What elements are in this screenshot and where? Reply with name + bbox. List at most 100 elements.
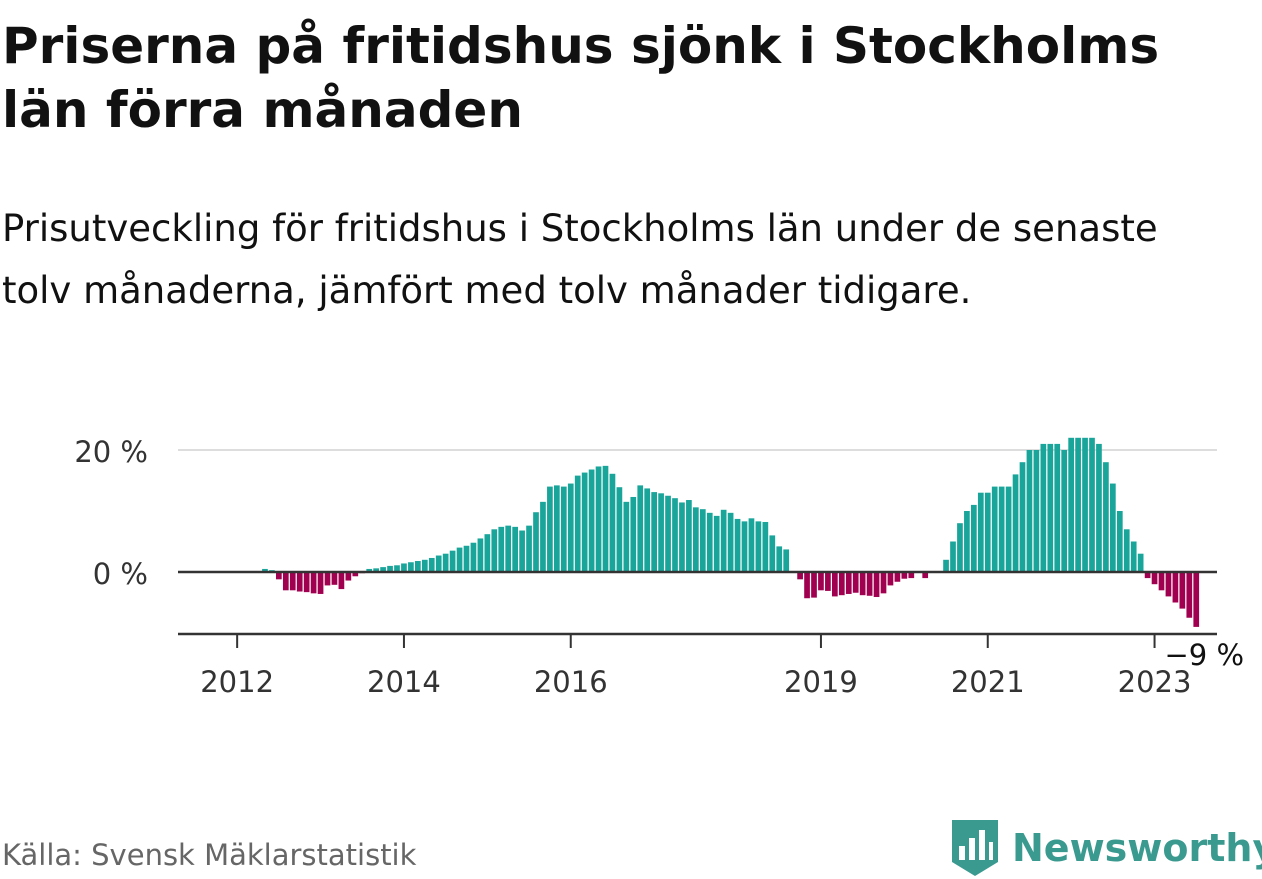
bar (762, 521, 769, 572)
bar (1033, 450, 1040, 572)
x-tick-label: 2014 (367, 665, 441, 699)
bar (977, 492, 984, 572)
bar (1075, 437, 1081, 572)
bar (470, 542, 477, 572)
bar (991, 486, 998, 572)
bar (428, 557, 435, 572)
bar (741, 521, 748, 572)
bar (435, 555, 442, 572)
bar (1137, 553, 1144, 572)
newsworthy-logo-icon (952, 820, 998, 876)
x-tick-label: 2019 (784, 665, 858, 699)
bar (491, 529, 498, 572)
bar (818, 572, 824, 591)
bar (477, 538, 484, 572)
bar (401, 563, 407, 572)
bar (595, 466, 602, 572)
bar (734, 518, 741, 572)
bar (922, 572, 929, 579)
bar (352, 572, 359, 577)
last-value-label-halo: −9 % (1164, 638, 1244, 672)
bar (783, 549, 790, 572)
bar (637, 485, 644, 572)
bar (456, 547, 463, 572)
bar (484, 534, 491, 572)
bar (665, 495, 671, 572)
bar (964, 511, 970, 572)
bar (373, 568, 379, 572)
bar (706, 512, 713, 572)
bar (408, 562, 414, 572)
bar (512, 526, 518, 572)
labels-layer: 0 %20 %2012 2014 2016 2019 2021 2023−9 %−9 % (74, 435, 1247, 699)
bar (686, 500, 692, 572)
bar (658, 493, 664, 572)
bar (866, 572, 873, 596)
bar (1151, 572, 1158, 585)
bar (1061, 450, 1068, 572)
bar (415, 561, 421, 572)
bar (699, 509, 706, 572)
bar (880, 572, 887, 594)
bar (547, 486, 553, 572)
bar (943, 559, 949, 572)
chart-title: Priserna på fritidshus sjönk i Stockholm… (2, 17, 1160, 139)
last-value-label: −9 % (1164, 638, 1244, 672)
bar (380, 567, 386, 572)
bar (769, 535, 776, 572)
bar (588, 469, 595, 572)
bar (776, 546, 783, 572)
bar (449, 550, 456, 572)
bar (317, 572, 324, 594)
bar (1144, 572, 1151, 579)
bar (630, 496, 637, 572)
bar (971, 504, 977, 572)
bar (838, 572, 845, 596)
bar-chart: 0 %20 %2012 2014 2016 2019 2021 2023−9 %−9 % (74, 435, 1247, 699)
bar (623, 501, 630, 572)
y-tick-label: 0 % (93, 557, 148, 591)
bar (1005, 486, 1012, 572)
bar (957, 523, 963, 572)
bar (644, 488, 651, 572)
bar (1096, 443, 1102, 572)
x-tick-label: 2016 (534, 665, 608, 699)
bar (1082, 437, 1088, 572)
bar (1068, 437, 1074, 572)
bar (331, 572, 338, 585)
bar (1040, 443, 1047, 572)
bar (1116, 511, 1123, 572)
bar (748, 518, 755, 572)
bar (394, 565, 400, 572)
bar (1172, 572, 1179, 603)
bar (672, 498, 678, 572)
bar (1047, 443, 1054, 572)
bar (1089, 437, 1095, 572)
bar (679, 502, 685, 572)
bar (602, 465, 609, 572)
bar (276, 572, 282, 580)
bar (498, 526, 505, 572)
bar (303, 572, 310, 593)
bar (950, 541, 956, 572)
bar (1110, 483, 1116, 572)
bar (345, 572, 352, 581)
bar (887, 572, 894, 586)
bar (387, 565, 393, 572)
bar (505, 525, 512, 572)
bar (366, 568, 373, 572)
bar (693, 507, 699, 572)
bar (540, 501, 546, 572)
bar (1193, 572, 1200, 627)
bar (338, 572, 345, 590)
bar (282, 572, 289, 591)
bar (526, 525, 532, 572)
brand-logo[interactable]: Newsworthy (950, 818, 1262, 878)
source-note: Källa: Svensk Mäklarstatistik (2, 838, 417, 872)
bar (984, 492, 991, 572)
bar (651, 492, 657, 572)
bar (296, 572, 303, 592)
bar (310, 572, 317, 594)
bar (755, 521, 762, 572)
chart-subtitle: Prisutveckling för fritidshus i Stockhol… (2, 207, 1158, 312)
